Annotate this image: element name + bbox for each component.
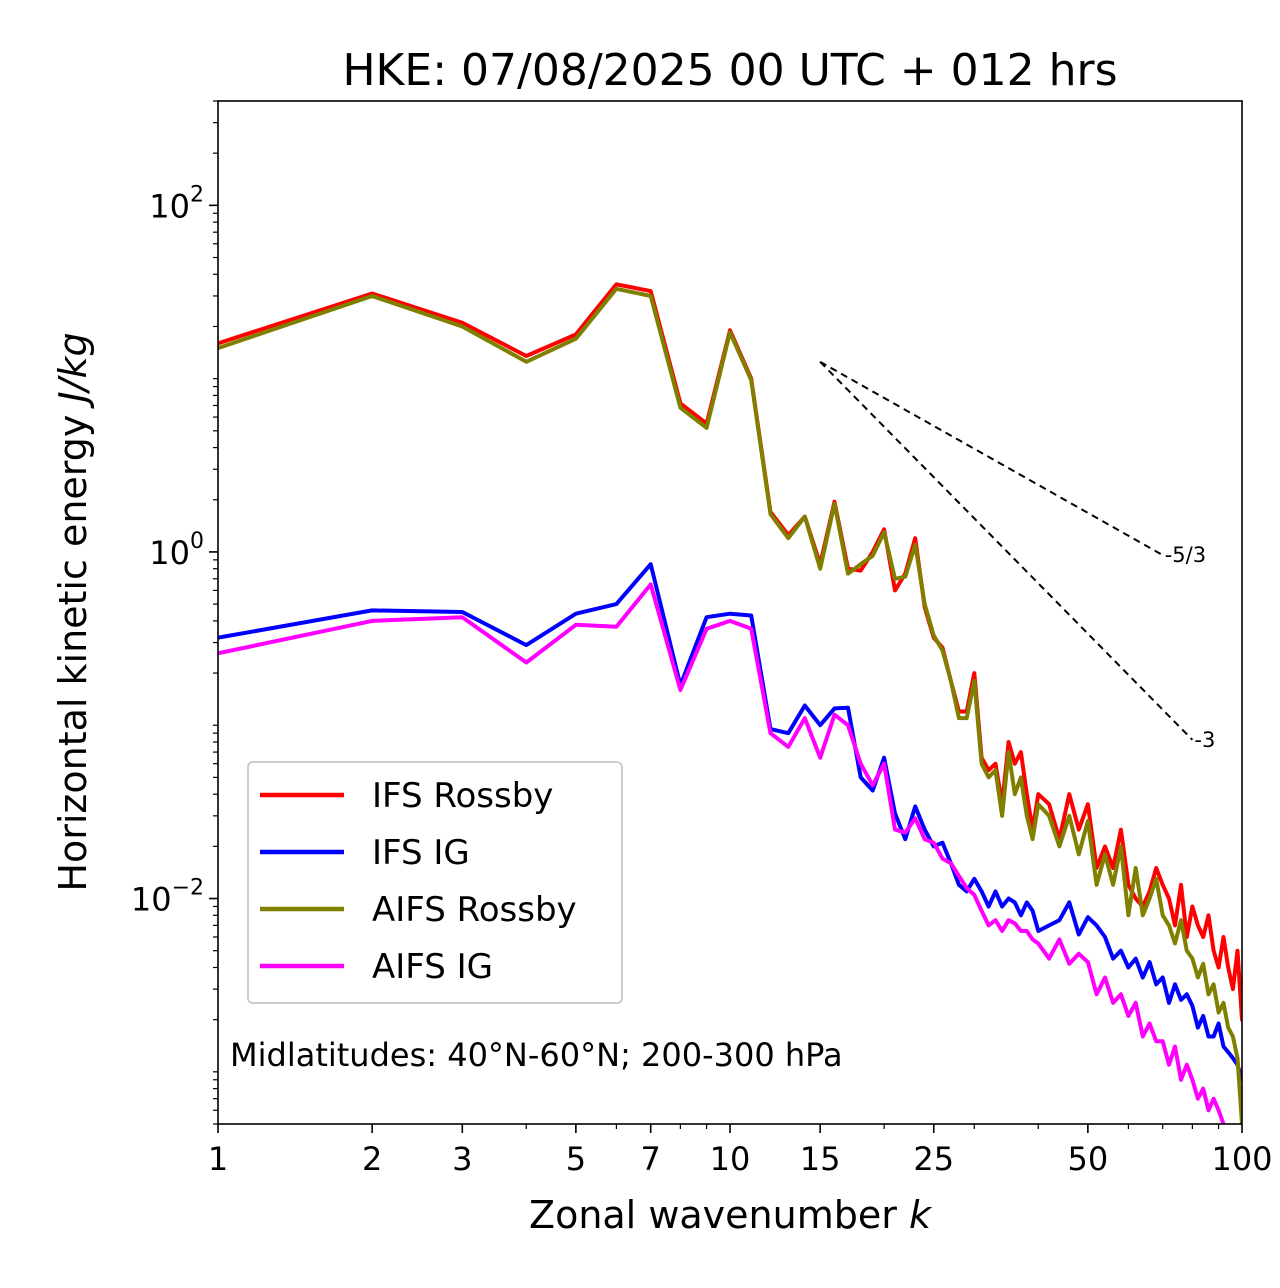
- reference-line-label: -3: [1194, 728, 1215, 752]
- y-tick-base: 10: [149, 534, 190, 572]
- x-tick-label: 15: [800, 1140, 841, 1178]
- x-tick-label: 1: [208, 1140, 228, 1178]
- x-tick-label: 7: [641, 1140, 661, 1178]
- x-tick-label: 2: [362, 1140, 382, 1178]
- y-tick-exponent: −2: [172, 876, 204, 901]
- reference-line: [819, 360, 1164, 556]
- y-tick-label: 10−2: [131, 876, 204, 919]
- x-tick-label: 10: [710, 1140, 751, 1178]
- x-tick-label: 5: [566, 1140, 586, 1178]
- y-tick-label: 102: [149, 182, 204, 225]
- legend-box: [247, 761, 623, 1004]
- x-tick-label: 25: [913, 1140, 954, 1178]
- x-axis-label-text: Zonal wavenumber: [529, 1193, 897, 1237]
- y-tick-base: 10: [149, 187, 190, 225]
- chart-title: HKE: 07/08/2025 00 UTC + 012 hrs: [342, 45, 1117, 96]
- y-axis-label: Horizontal kinetic energy J/kg: [51, 332, 95, 891]
- x-tick-label: 50: [1068, 1140, 1109, 1178]
- y-tick-exponent: 2: [190, 182, 204, 207]
- legend-label: AIFS Rossby: [372, 890, 577, 930]
- series-line-ifs-ig: [218, 562, 1242, 1082]
- legend: IFS Rossby IFS IG AIFS Rossby AIFS IG: [247, 761, 623, 1004]
- x-axis-label-var: k: [909, 1193, 933, 1237]
- legend-label: IFS Rossby: [372, 776, 553, 816]
- x-tick-label: 100: [1211, 1140, 1272, 1178]
- series-layer: [218, 282, 1242, 1124]
- x-axis-label: Zonal wavenumber k: [529, 1193, 933, 1237]
- y-tick-exponent: 0: [190, 529, 204, 554]
- x-tick-label: 3: [452, 1140, 472, 1178]
- series-line-aifs-ig: [218, 582, 1226, 1124]
- legend-label: AIFS IG: [372, 947, 493, 987]
- plot-frame: [217, 100, 1243, 1125]
- legend-label: IFS IG: [372, 833, 470, 873]
- reference-line-label: -5/3: [1165, 543, 1206, 567]
- series-line-aifs-rossby: [218, 286, 1242, 1124]
- region-annotation: Midlatitudes: 40°N-60°N; 200-300 hPa: [230, 1036, 843, 1074]
- legend-entries: IFS Rossby IFS IG AIFS Rossby AIFS IG: [260, 776, 577, 987]
- y-tick-label: 100: [149, 529, 204, 572]
- reference-lines: -5/3 -3: [819, 360, 1215, 752]
- reference-line: [819, 361, 1194, 741]
- y-tick-base: 10: [131, 881, 172, 919]
- y-axis-label-units: J/kg: [51, 332, 95, 409]
- y-axis-label-text: Horizontal kinetic energy: [51, 415, 95, 892]
